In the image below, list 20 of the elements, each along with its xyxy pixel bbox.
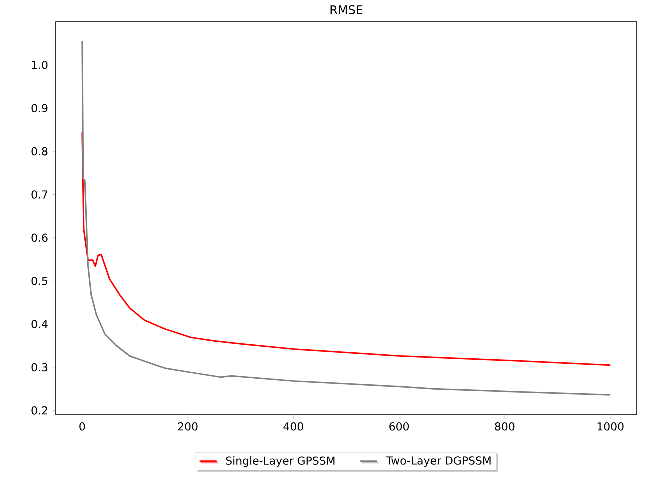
- y-tick-label: 0.4: [32, 320, 48, 328]
- legend-label: Two-Layer DGPSSM: [386, 456, 491, 468]
- y-tick-label: 0.2: [32, 406, 48, 415]
- x-tick-label: 1000: [598, 422, 624, 431]
- y-tick-label: 1.0: [32, 61, 48, 70]
- chart-title: RMSE: [330, 5, 363, 14]
- x-tick-label: 400: [284, 422, 304, 431]
- x-tick-label: 800: [495, 422, 515, 431]
- x-tick-label: 0: [80, 422, 86, 431]
- line-series: [82, 40, 612, 396]
- y-tick-label: 0.8: [32, 147, 48, 156]
- legend-label: Single-Layer GPSSM: [226, 456, 335, 468]
- y-tick-label: 0.9: [32, 104, 48, 113]
- y-tick-label: 0.5: [32, 276, 48, 286]
- x-tick-label: 600: [390, 422, 410, 431]
- y-tick-label: 0.3: [32, 363, 48, 372]
- line-series: [82, 132, 612, 366]
- x-tick-label: 200: [178, 422, 198, 431]
- y-tick-label: 0.7: [32, 190, 48, 199]
- y-tick-label: 0.6: [32, 234, 48, 242]
